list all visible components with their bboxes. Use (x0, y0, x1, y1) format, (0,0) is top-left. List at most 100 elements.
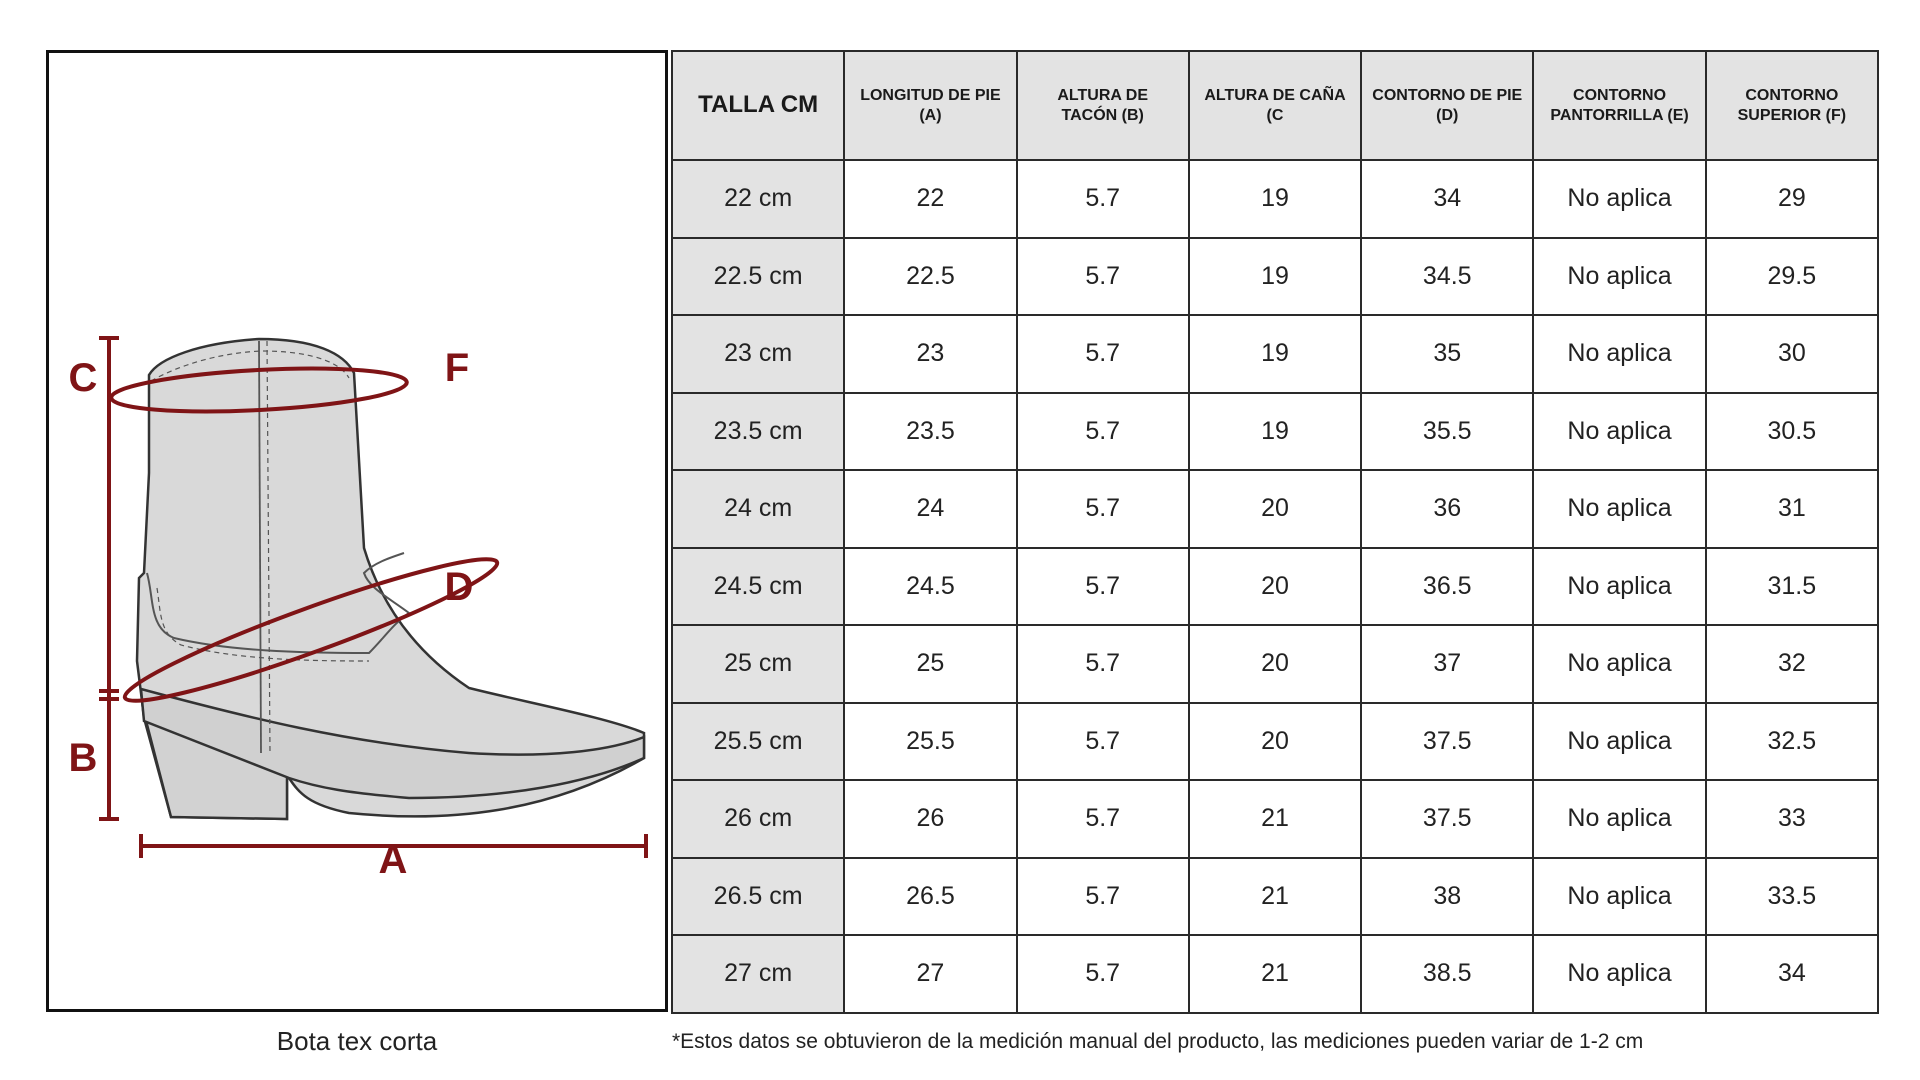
value-cell: 5.7 (1015, 934, 1190, 1014)
value-cell: 33.5 (1704, 856, 1880, 936)
value-cell: 30.5 (1704, 391, 1880, 471)
size-cell: 25 cm (670, 624, 846, 704)
table-body: 22 cm 22 5.7 19 34 No aplica 29 22.5 cm 22.5 5.7 1… (670, 159, 1880, 1014)
value-cell: 24 (843, 469, 1018, 549)
value-cell: 35 (1360, 314, 1535, 394)
header-contorno-pantorrilla: CONTORNO PANTORRILLA (E) (1532, 50, 1707, 161)
size-cell: 25.5 cm (670, 701, 846, 781)
value-cell: 19 (1187, 236, 1363, 316)
value-cell: 5.7 (1015, 314, 1190, 394)
value-cell: 38 (1360, 856, 1535, 936)
value-cell: 25 (843, 624, 1018, 704)
label-d: D (445, 565, 474, 609)
value-cell: 5.7 (1015, 624, 1190, 704)
value-cell: No aplica (1532, 314, 1707, 394)
value-cell: 36 (1360, 469, 1535, 549)
header-longitud: LONGITUD DE PIE (A) (843, 50, 1018, 161)
value-cell: No aplica (1532, 856, 1707, 936)
value-cell: No aplica (1532, 546, 1707, 626)
value-cell: 19 (1187, 159, 1363, 239)
value-cell: 5.7 (1015, 391, 1190, 471)
value-cell: 22 (843, 159, 1018, 239)
value-cell: 37 (1360, 624, 1535, 704)
value-cell: 26.5 (843, 856, 1018, 936)
value-cell: 24.5 (843, 546, 1018, 626)
value-cell: No aplica (1532, 701, 1707, 781)
value-cell: No aplica (1532, 624, 1707, 704)
value-cell: 29.5 (1704, 236, 1880, 316)
value-cell: 38.5 (1360, 934, 1535, 1014)
size-cell: 23 cm (670, 314, 846, 394)
value-cell: 37.5 (1360, 701, 1535, 781)
value-cell: 23 (843, 314, 1018, 394)
value-cell: 21 (1187, 934, 1363, 1014)
size-table: TALLA CM LONGITUD DE PIE (A) ALTURA DE T… (670, 50, 1880, 1014)
label-b: B (69, 736, 98, 780)
size-cell: 23.5 cm (670, 391, 846, 471)
header-talla: TALLA CM (670, 50, 846, 161)
value-cell: 34 (1704, 934, 1880, 1014)
value-cell: 5.7 (1015, 159, 1190, 239)
value-cell: 21 (1187, 856, 1363, 936)
value-cell: 23.5 (843, 391, 1018, 471)
value-cell: 21 (1187, 779, 1363, 859)
value-cell: 35.5 (1360, 391, 1535, 471)
measurement-note: *Estos datos se obtuvieron de la medició… (672, 1030, 1644, 1053)
value-cell: 30 (1704, 314, 1880, 394)
value-cell: 5.7 (1015, 701, 1190, 781)
table-row: 27 cm 27 5.7 21 38.5 No aplica 34 (670, 934, 1880, 1014)
value-cell: 31 (1704, 469, 1880, 549)
table-row: 24 cm 24 5.7 20 36 No aplica 31 (670, 469, 1880, 549)
table-row: 25 cm 25 5.7 20 37 No aplica 32 (670, 624, 1880, 704)
table-row: 25.5 cm 25.5 5.7 20 37.5 No aplica 32.5 (670, 701, 1880, 781)
label-a: A (379, 838, 408, 882)
figure-caption: Bota tex corta (276, 1026, 438, 1056)
value-cell: 20 (1187, 469, 1363, 549)
value-cell: No aplica (1532, 391, 1707, 471)
value-cell: No aplica (1532, 236, 1707, 316)
value-cell: 5.7 (1015, 469, 1190, 549)
header-contorno-pie: CONTORNO DE PIE (D) (1360, 50, 1535, 161)
boot-illustration: C F D B A (69, 336, 648, 882)
size-cell: 24 cm (670, 469, 846, 549)
value-cell: 20 (1187, 546, 1363, 626)
value-cell: 37.5 (1360, 779, 1535, 859)
value-cell: No aplica (1532, 779, 1707, 859)
size-cell: 24.5 cm (670, 546, 846, 626)
value-cell: 5.7 (1015, 546, 1190, 626)
value-cell: No aplica (1532, 934, 1707, 1014)
table-row: 24.5 cm 24.5 5.7 20 36.5 No aplica 31.5 (670, 546, 1880, 626)
value-cell: 34.5 (1360, 236, 1535, 316)
value-cell: 19 (1187, 314, 1363, 394)
table-row: 26 cm 26 5.7 21 37.5 No aplica 33 (670, 779, 1880, 859)
value-cell: 20 (1187, 701, 1363, 781)
value-cell: No aplica (1532, 159, 1707, 239)
table-row: 22 cm 22 5.7 19 34 No aplica 29 (670, 159, 1880, 239)
table-header-row: TALLA CM LONGITUD DE PIE (A) ALTURA DE T… (670, 50, 1880, 161)
value-cell: 31.5 (1704, 546, 1880, 626)
value-cell: 26 (843, 779, 1018, 859)
size-cell: 22 cm (670, 159, 846, 239)
size-cell: 22.5 cm (670, 236, 846, 316)
size-cell: 26 cm (670, 779, 846, 859)
value-cell: 19 (1187, 391, 1363, 471)
header-altura-cana: ALTURA DE CAÑA (C (1187, 50, 1363, 161)
size-cell: 26.5 cm (670, 856, 846, 936)
value-cell: 29 (1704, 159, 1880, 239)
table-row: 23 cm 23 5.7 19 35 No aplica 30 (670, 314, 1880, 394)
value-cell: 32.5 (1704, 701, 1880, 781)
value-cell: 25.5 (843, 701, 1018, 781)
header-contorno-superior: CONTORNO SUPERIOR (F) (1704, 50, 1880, 161)
boot-shape (135, 337, 646, 821)
header-altura-tacon: ALTURA DE TACÓN (B) (1015, 50, 1190, 161)
value-cell: 22.5 (843, 236, 1018, 316)
table-row: 23.5 cm 23.5 5.7 19 35.5 No aplica 30.5 (670, 391, 1880, 471)
boot-diagram: C F D B A (46, 50, 668, 1012)
value-cell: No aplica (1532, 469, 1707, 549)
label-c: C (69, 356, 98, 400)
value-cell: 20 (1187, 624, 1363, 704)
value-cell: 32 (1704, 624, 1880, 704)
value-cell: 33 (1704, 779, 1880, 859)
value-cell: 5.7 (1015, 236, 1190, 316)
value-cell: 5.7 (1015, 856, 1190, 936)
